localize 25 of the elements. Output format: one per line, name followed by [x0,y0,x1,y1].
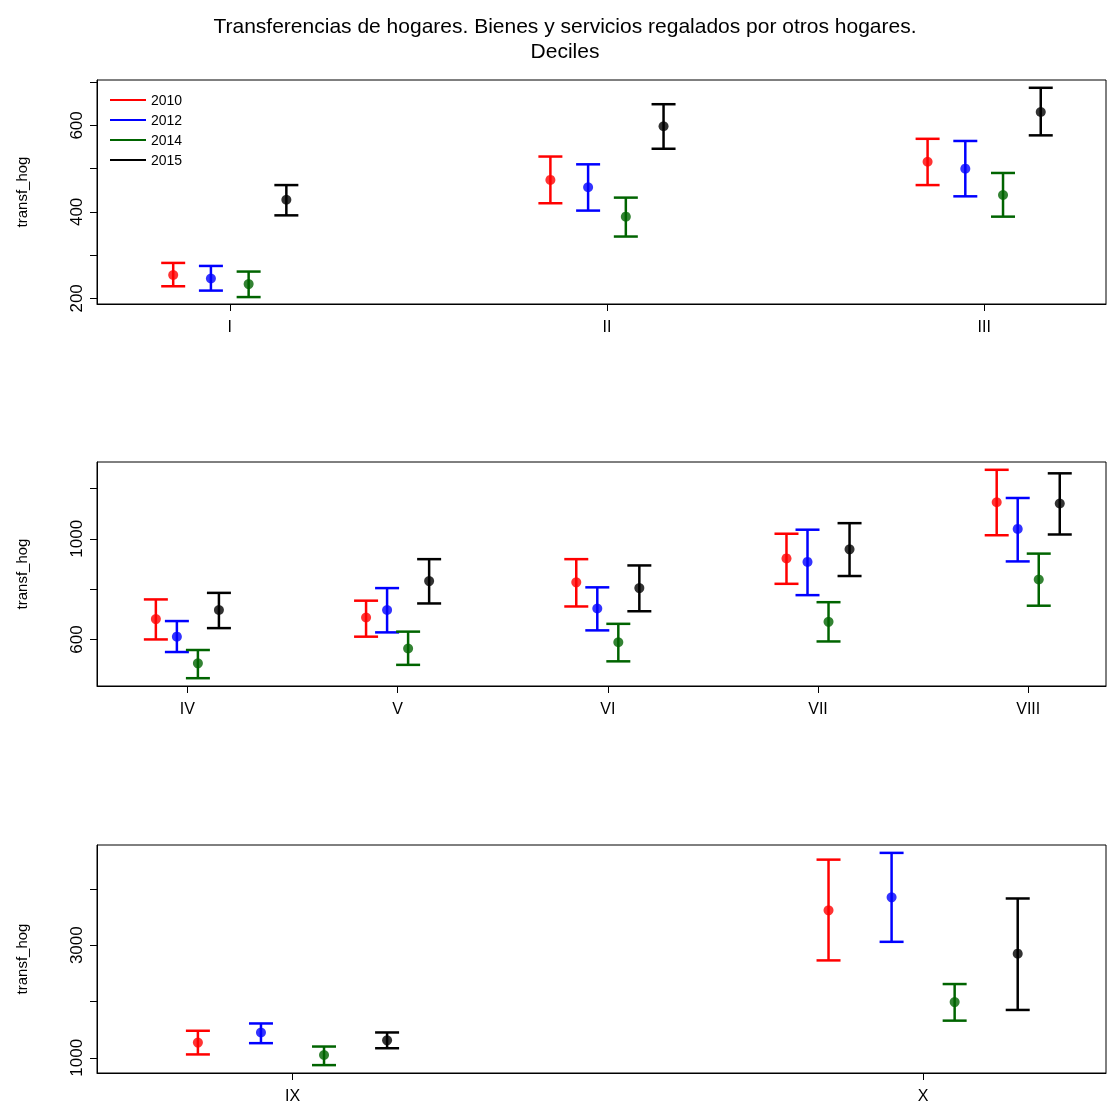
legend-label: 2015 [151,152,183,168]
y-tick-label: 400 [67,197,86,227]
x-tick-label: VIII [1016,699,1041,717]
legend-label: 2014 [151,132,183,148]
x-tick-label: V [392,699,404,717]
chart-title: Transferencias de hogares. Bienes y servicios regalados por otros hogares. Deciles [213,14,917,62]
x-tick-label: X [917,1086,929,1104]
x-tick-label: II [602,317,612,335]
x-tick-label: VII [808,699,828,717]
y-tick-label: 600 [67,111,86,140]
x-tick-label: IV [179,699,196,717]
y-axis-title: transf_hog [13,538,30,610]
y-tick-label: 1000 [67,1038,86,1077]
y-tick-label: 600 [67,625,86,654]
y-tick-label: 200 [67,284,86,313]
y-tick-label: 3000 [67,926,86,965]
legend-label: 2010 [151,92,183,108]
y-tick-label: 1000 [67,519,86,558]
x-tick-label: I [227,317,232,335]
legend-label: 2012 [151,112,183,128]
y-axis-title: transf_hog [13,156,30,228]
x-tick-label: IX [284,1086,301,1104]
x-tick-label: VI [600,699,616,717]
y-axis-title: transf_hog [13,923,30,995]
x-tick-label: III [977,317,991,335]
